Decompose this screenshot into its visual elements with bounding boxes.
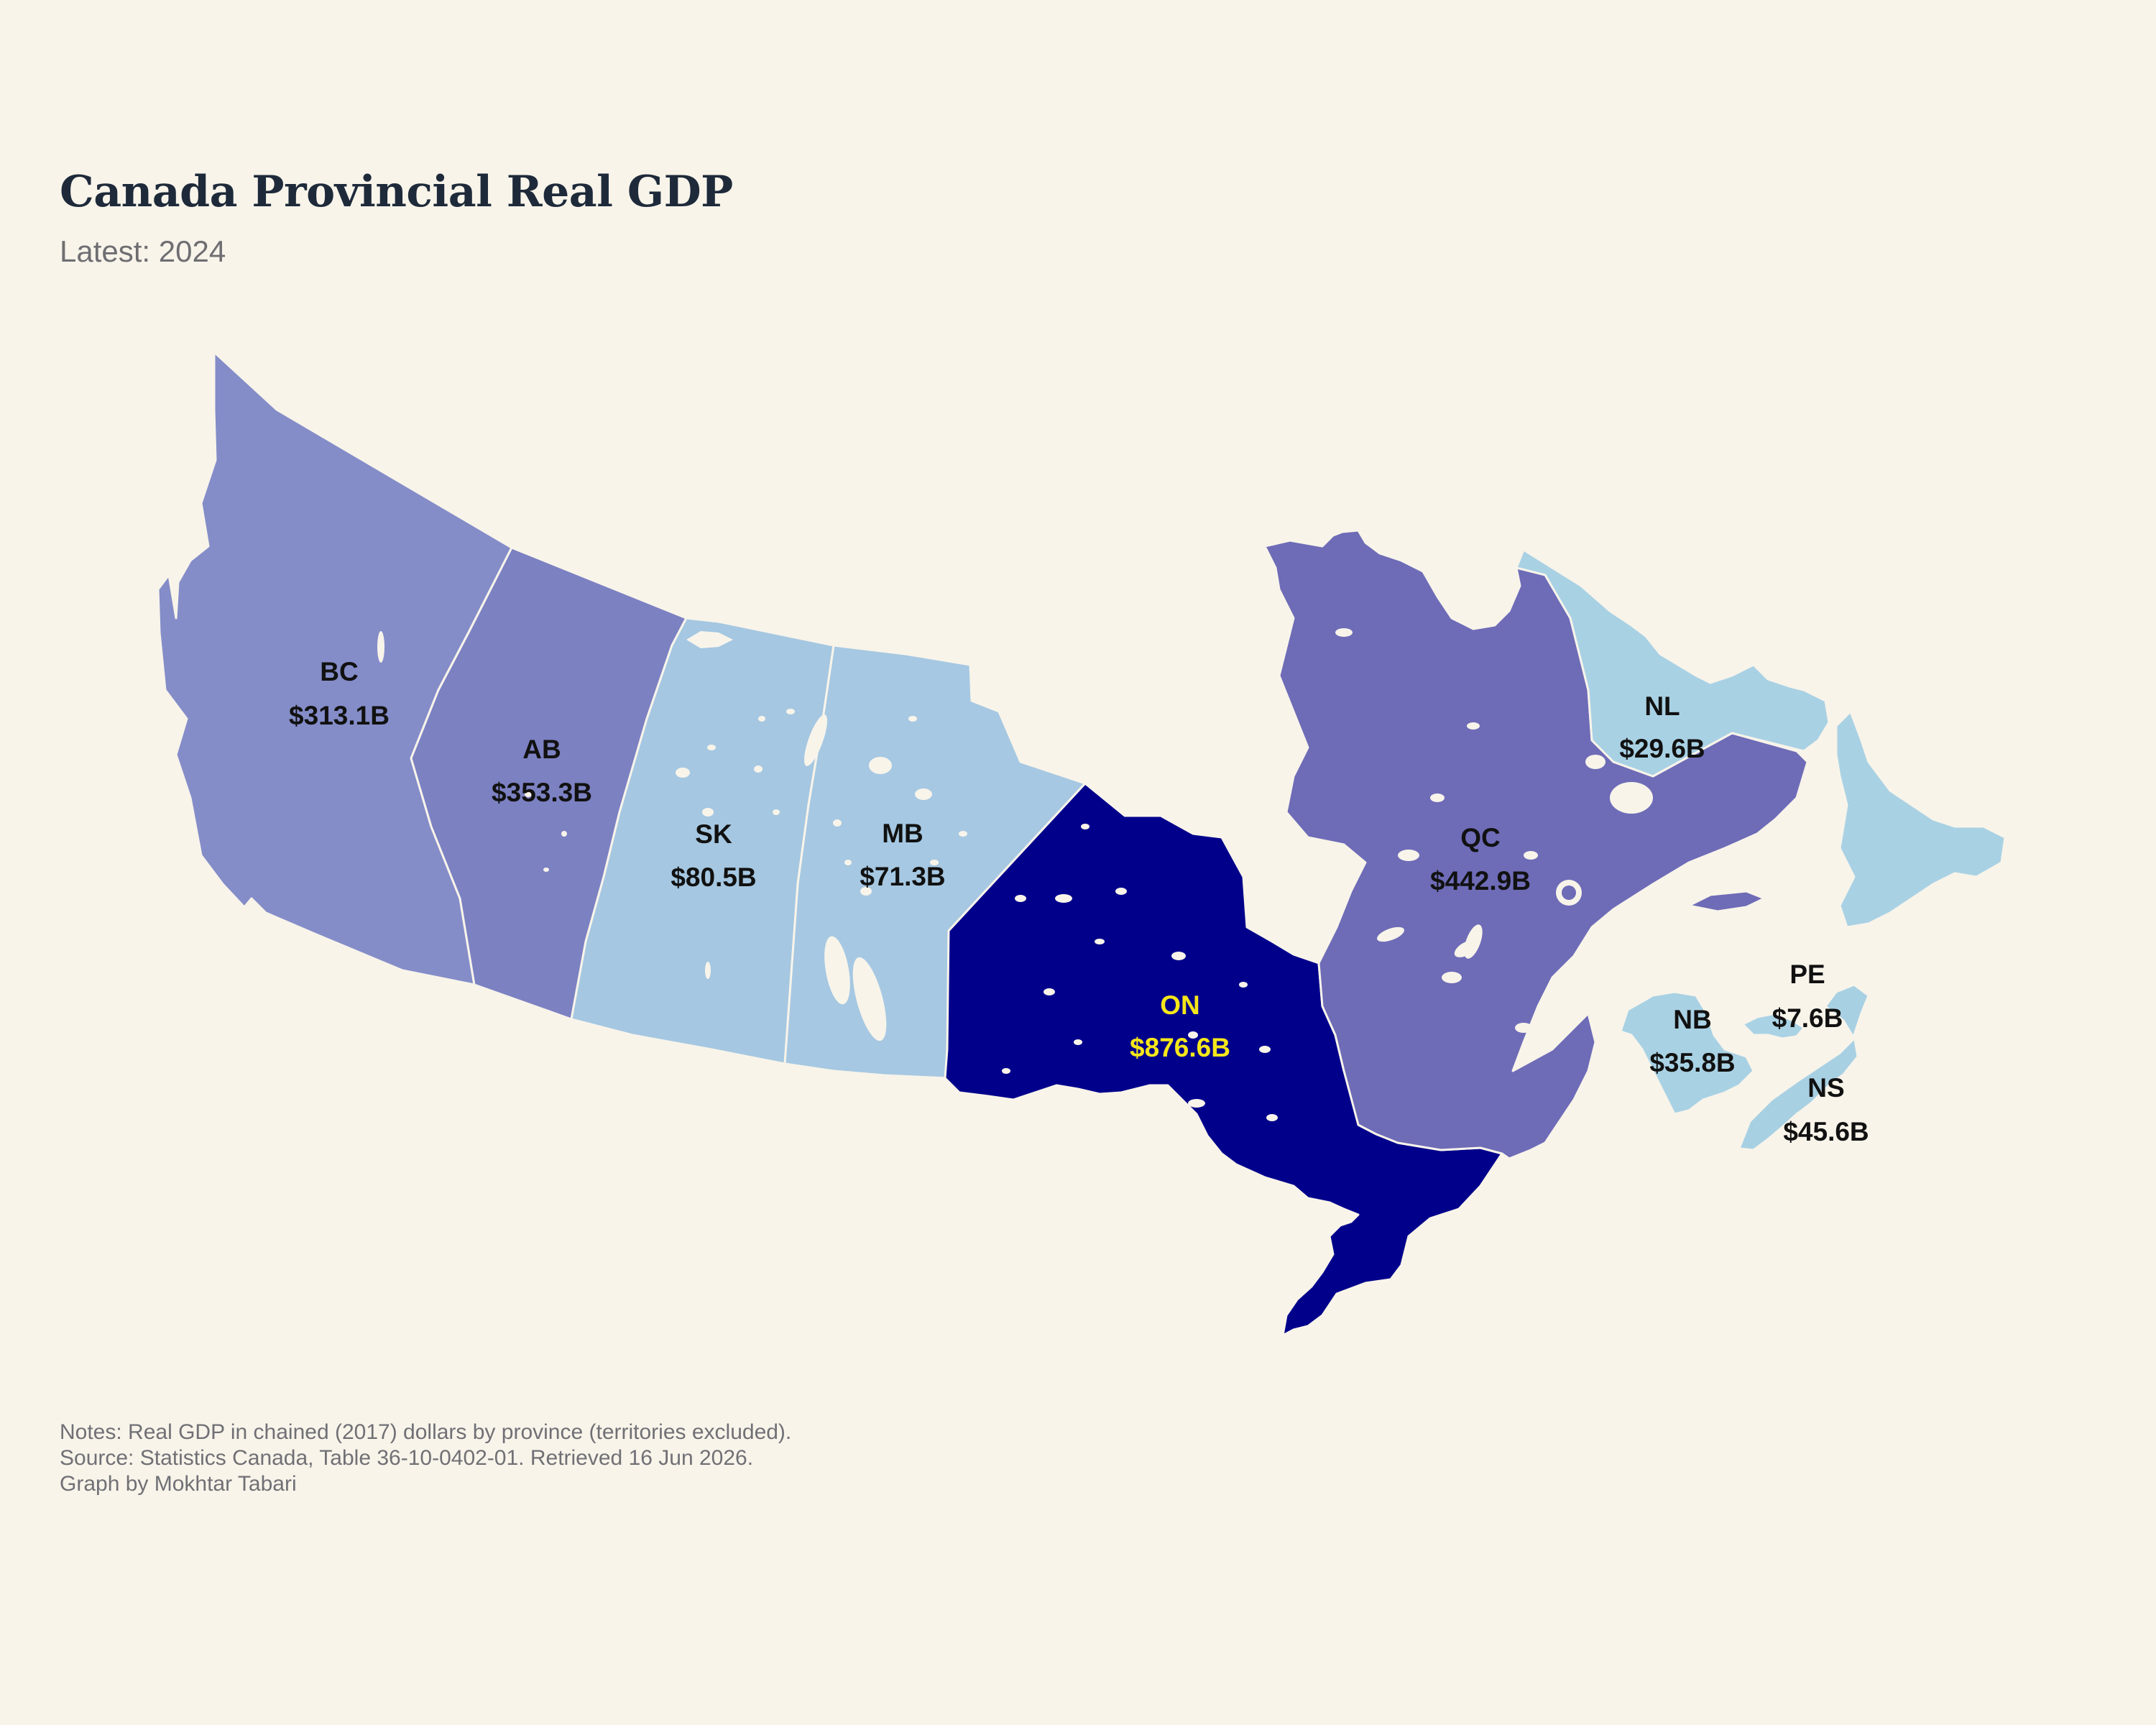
label-ab-value: $353.3B	[492, 778, 592, 807]
label-ns-value: $45.6B	[1783, 1117, 1869, 1146]
label-pe-value: $7.6B	[1772, 1003, 1843, 1033]
label-bc-value: $313.1B	[289, 701, 390, 730]
label-on-code: ON	[1160, 990, 1200, 1020]
province-nl[interactable]	[1515, 548, 1830, 778]
label-sk-code: SK	[695, 819, 732, 849]
label-nl-value: $29.6B	[1619, 734, 1705, 763]
label-sk-value: $80.5B	[671, 862, 756, 892]
province-ns[interactable]	[1738, 983, 1870, 1151]
province-labels: BC $313.1B AB $353.3B SK $80.5B MB $71.3…	[289, 657, 1869, 1146]
island-anticosti	[1687, 890, 1766, 913]
label-pe-code: PE	[1789, 960, 1825, 989]
label-ab-code: AB	[522, 735, 561, 764]
label-bc-code: BC	[320, 657, 358, 686]
label-nb-code: NB	[1673, 1005, 1711, 1034]
province-nl-island[interactable]	[1835, 710, 2007, 929]
label-qc-value: $442.9B	[1430, 866, 1531, 896]
label-nb-value: $35.8B	[1649, 1048, 1735, 1077]
label-on-value: $876.6B	[1130, 1033, 1230, 1062]
label-nl-code: NL	[1644, 691, 1680, 721]
chart-title: Canada Provincial Real GDP	[60, 167, 733, 217]
notes-line: Notes: Real GDP in chained (2017) dollar…	[60, 1420, 792, 1444]
province-pe[interactable]	[1741, 1012, 1805, 1040]
label-mb-value: $71.3B	[860, 862, 945, 891]
province-nb[interactable]	[1619, 990, 1755, 1116]
label-mb-code: MB	[882, 819, 923, 848]
label-ns-code: NS	[1807, 1073, 1844, 1103]
credit-line: Graph by Mokhtar Tabari	[60, 1472, 297, 1496]
source-line: Source: Statistics Canada, Table 36-10-0…	[60, 1446, 754, 1470]
chart-subtitle: Latest: 2024	[60, 234, 226, 268]
chart-notes: Notes: Real GDP in chained (2017) dollar…	[60, 1420, 791, 1497]
province-qc[interactable]	[1263, 529, 1809, 1160]
lakes	[377, 628, 1653, 1248]
label-qc-code: QC	[1460, 823, 1501, 852]
